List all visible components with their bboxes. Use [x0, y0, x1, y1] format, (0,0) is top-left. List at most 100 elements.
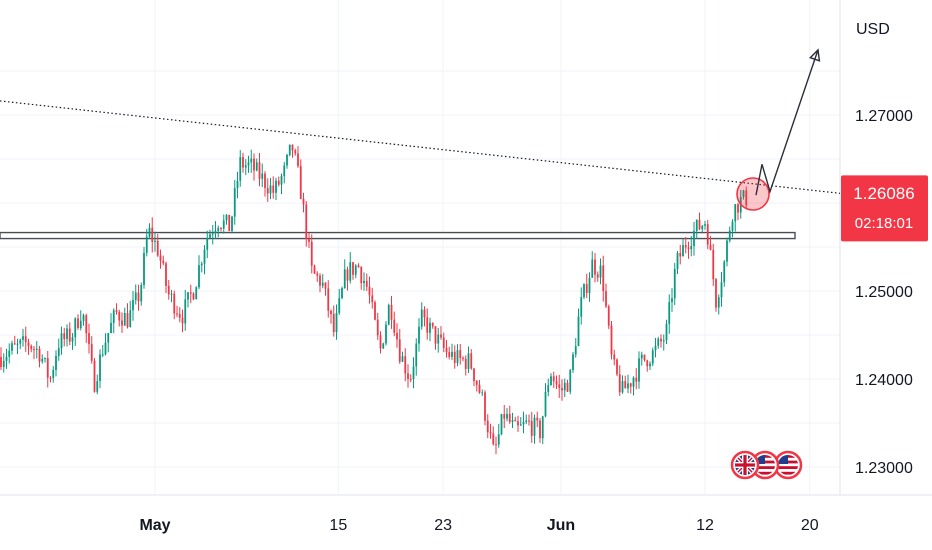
- candle-body: [176, 313, 178, 315]
- candle-body: [297, 153, 299, 167]
- candle-body: [737, 204, 739, 213]
- candle-body: [508, 413, 511, 422]
- candle-body: [217, 227, 220, 231]
- candle-body: [33, 349, 35, 351]
- candle-body: [668, 302, 671, 324]
- candle-body: [368, 286, 371, 296]
- candle-body: [275, 180, 277, 193]
- event-markers[interactable]: [730, 450, 803, 480]
- candle-body: [110, 322, 112, 334]
- candle-body: [19, 339, 22, 344]
- us-flag-icon[interactable]: [773, 450, 803, 480]
- candle-body: [511, 420, 514, 422]
- candle-body: [651, 350, 654, 364]
- candle-body: [481, 392, 484, 394]
- candle-body: [517, 421, 519, 426]
- candle-body: [401, 356, 404, 362]
- candle-body: [38, 348, 41, 362]
- candle-body: [341, 288, 343, 298]
- x-axis-labels: May 15 23 Jun 12 20: [139, 517, 818, 534]
- candle-body: [338, 298, 341, 313]
- us-flag-icon[interactable]: [750, 450, 780, 480]
- candle-body: [654, 345, 657, 351]
- current-price-badge[interactable]: 1.26086 02:18:01: [841, 175, 928, 242]
- candle-body: [706, 224, 709, 245]
- candle-body: [734, 204, 737, 222]
- candle-body: [621, 381, 624, 393]
- candle-body: [624, 381, 627, 389]
- support-zone[interactable]: [0, 231, 796, 240]
- candle-body: [717, 297, 720, 308]
- candle-body: [250, 158, 253, 163]
- candle-body: [514, 420, 517, 422]
- candle-body: [426, 317, 429, 333]
- x-tick-label: May: [139, 517, 170, 534]
- candle-body: [385, 324, 387, 344]
- candle-body: [11, 343, 13, 351]
- breakout-highlight-circle[interactable]: [736, 177, 770, 211]
- projection-path[interactable]: [755, 49, 819, 196]
- candle-body: [132, 300, 134, 311]
- candle-body: [118, 311, 121, 321]
- candle-body: [321, 282, 324, 286]
- candle-body: [349, 262, 352, 281]
- resistance-trendline[interactable]: [0, 100, 841, 194]
- candle-body: [448, 352, 451, 357]
- candle-body: [396, 332, 398, 340]
- y-tick-label: 1.25000: [855, 284, 913, 301]
- y-tick-label: 1.27000: [855, 108, 913, 125]
- candle-body: [594, 259, 596, 275]
- candle-body: [57, 348, 60, 356]
- candle-body: [88, 333, 90, 345]
- candle-body: [629, 383, 632, 387]
- candle-body: [602, 265, 605, 292]
- candle-body: [44, 358, 46, 359]
- candle-body: [187, 292, 189, 300]
- candle-body: [299, 166, 302, 199]
- candle-body: [27, 342, 30, 346]
- candle-body: [610, 325, 613, 355]
- candle-body: [418, 326, 420, 344]
- candle-body: [121, 320, 123, 326]
- candle-body: [151, 227, 154, 242]
- candle-body: [635, 377, 638, 382]
- candle-body: [588, 277, 591, 294]
- candle-body: [547, 385, 550, 392]
- candle-body: [305, 204, 308, 240]
- x-tick-label: 23: [434, 517, 452, 534]
- current-price-value: 1.26086: [853, 184, 914, 203]
- candle-body: [255, 162, 258, 171]
- x-tick-label: Jun: [547, 517, 575, 534]
- candle-body: [30, 346, 33, 350]
- candle-body: [660, 338, 662, 342]
- candle-body: [404, 356, 407, 374]
- candle-body: [500, 414, 503, 435]
- candle-body: [640, 354, 643, 359]
- candle-body: [533, 417, 536, 436]
- candle-body: [544, 392, 547, 417]
- candle-body: [13, 343, 16, 345]
- candle-body: [709, 244, 712, 250]
- candle-body: [195, 287, 198, 300]
- candle-body: [728, 230, 731, 241]
- candle-body: [319, 275, 321, 286]
- candle-body: [352, 262, 354, 275]
- candle-body: [550, 376, 552, 386]
- candle-body: [415, 343, 418, 367]
- candle-body: [591, 259, 594, 278]
- candle-body: [79, 320, 82, 329]
- candle-body: [134, 292, 137, 301]
- candle-body: [577, 316, 580, 347]
- candle-body: [649, 363, 651, 367]
- candle-body: [206, 237, 209, 250]
- candle-body: [497, 434, 500, 445]
- candle-body: [437, 334, 440, 344]
- uk-flag-icon[interactable]: [730, 450, 760, 480]
- candle-body: [143, 252, 145, 285]
- candle-body: [398, 339, 401, 362]
- candle-body: [5, 356, 8, 361]
- candle-body: [704, 224, 706, 226]
- candle-body: [693, 231, 695, 246]
- candle-body: [261, 173, 264, 179]
